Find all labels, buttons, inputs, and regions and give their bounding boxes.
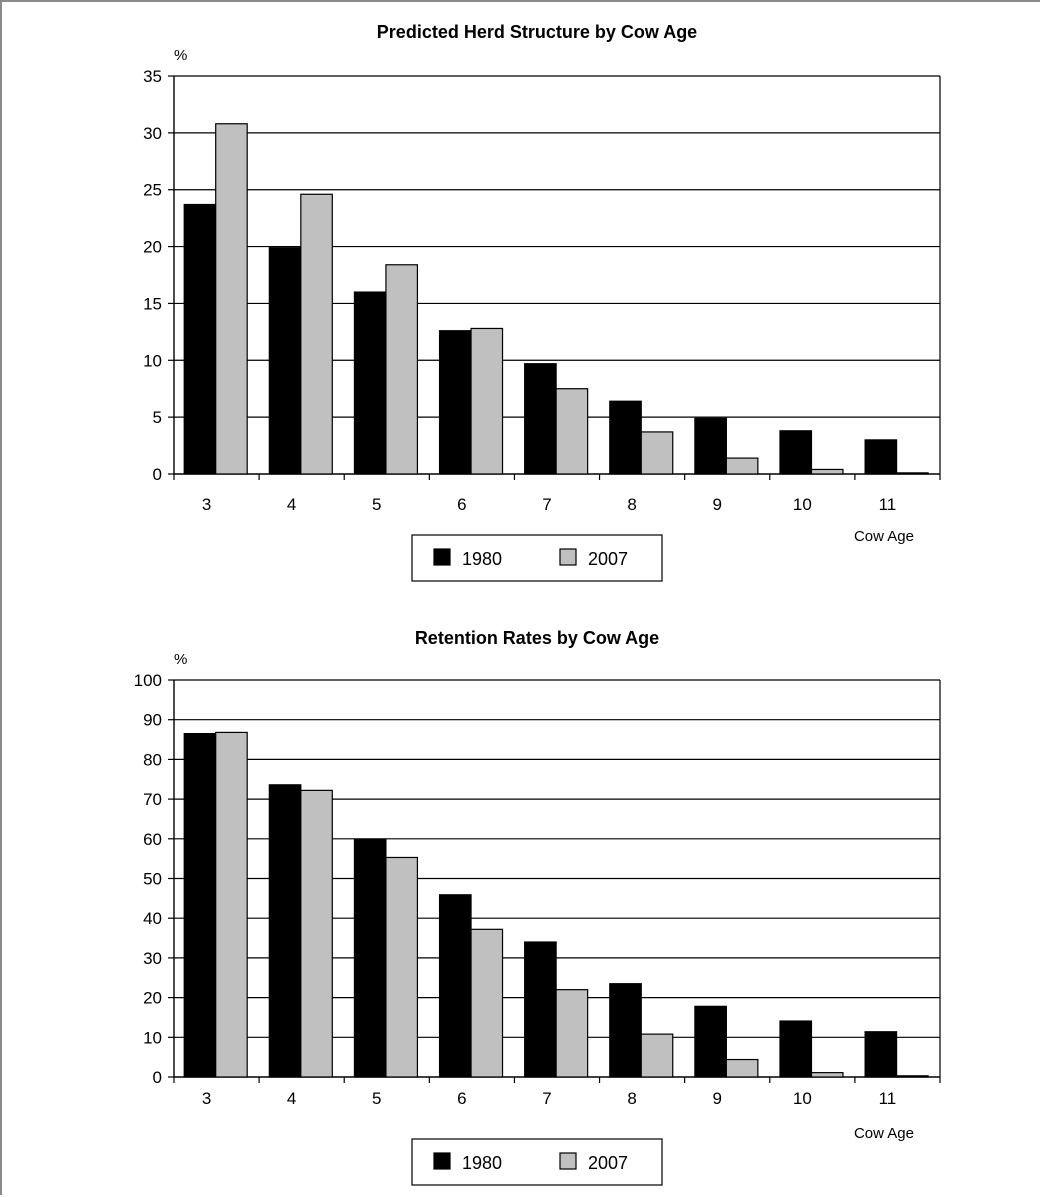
bar-1980-10: [779, 1020, 813, 1078]
y-tick-label: 20: [143, 238, 162, 257]
x-tick-label: 8: [627, 495, 636, 514]
x-tick-label: 6: [457, 495, 466, 514]
bar-2007-11: [895, 472, 929, 475]
x-tick-label: 9: [712, 495, 721, 514]
legend-box: [411, 1138, 663, 1186]
bar-2007-6: [470, 928, 504, 1078]
bar-2007-9: [725, 1058, 759, 1078]
x-tick-label: 7: [542, 495, 551, 514]
bar-1980-8: [609, 983, 642, 1078]
y-axis-label: %: [174, 651, 187, 668]
bar-2007-10: [810, 1072, 844, 1078]
y-tick-label: 90: [143, 711, 162, 730]
x-tick-label: 4: [287, 495, 296, 514]
chart-1: Predicted Herd Structure by Cow Age% 0 5 10…: [143, 22, 941, 582]
bar-2007-8: [640, 1033, 674, 1078]
legend-box: [411, 534, 663, 582]
x-tick-label: 4: [287, 1089, 296, 1108]
y-tick-label: 60: [143, 830, 162, 849]
y-tick-label: 100: [134, 671, 162, 690]
y-tick-label: 35: [143, 67, 162, 86]
bar-1980-10: [779, 430, 813, 475]
y-tick-label: 30: [143, 949, 162, 968]
bar-1980-3: [183, 732, 217, 1078]
bar-2007-7: [555, 989, 589, 1078]
x-axis-label: Cow Age: [854, 528, 914, 545]
x-tick-label: 6: [457, 1089, 466, 1108]
y-tick-label: 10: [143, 1028, 162, 1047]
y-tick-label: 0: [153, 465, 162, 484]
legend-label-2007: 2007: [588, 549, 628, 569]
x-tick-label: 8: [627, 1089, 636, 1108]
x-tick-label: 7: [542, 1089, 551, 1108]
bar-2007-3: [215, 123, 248, 475]
legend: 1980 2007: [411, 534, 663, 582]
y-tick-label: 70: [143, 790, 162, 809]
y-tick-label: 30: [143, 124, 162, 143]
bar-1980-11: [864, 439, 898, 475]
legend-label-1980: 1980: [462, 549, 502, 569]
bar-2007-5: [385, 856, 419, 1078]
x-tick-label: 5: [372, 495, 381, 514]
chart-2: Retention Rates by Cow Age% 0 10 20 30 40 50 60…: [134, 628, 941, 1186]
bar-1980-5: [353, 838, 387, 1078]
bar-2007-5: [385, 264, 419, 475]
y-tick-label: 20: [143, 989, 162, 1008]
y-tick-label: 50: [143, 870, 162, 889]
bar-1980-7: [524, 941, 557, 1078]
bar-2007-8: [640, 431, 674, 475]
y-tick-label: 25: [143, 181, 162, 200]
bar-2007-10: [810, 468, 844, 475]
bar-1980-6: [438, 894, 472, 1078]
x-tick-label: 11: [879, 1089, 897, 1108]
legend-label-1980: 1980: [462, 1153, 502, 1173]
bar-2007-4: [300, 789, 333, 1078]
bar-2007-3: [215, 731, 248, 1078]
y-axis-label: %: [174, 47, 187, 64]
bar-1980-11: [864, 1031, 898, 1078]
chart-title: Predicted Herd Structure by Cow Age: [377, 22, 697, 42]
bar-2007-4: [300, 193, 333, 475]
x-tick-label: 10: [793, 495, 812, 514]
x-tick-label: 5: [372, 1089, 381, 1108]
legend-swatch-1980: [433, 548, 451, 566]
legend: 1980 2007: [411, 1138, 663, 1186]
y-tick-label: 15: [143, 294, 162, 313]
x-tick-label: 9: [712, 1089, 721, 1108]
legend-swatch-2007: [559, 1152, 577, 1170]
bar-1980-7: [524, 363, 557, 475]
bar-1980-4: [268, 247, 302, 475]
bar-1980-5: [353, 291, 387, 475]
x-tick-label: 10: [793, 1089, 812, 1108]
bar-2007-7: [555, 388, 589, 475]
x-tick-label: 3: [202, 1089, 211, 1108]
bar-1980-9: [694, 417, 727, 475]
bar-1980-9: [694, 1005, 727, 1078]
bar-1980-8: [609, 400, 642, 475]
bar-2007-9: [725, 457, 759, 475]
y-tick-label: 5: [153, 408, 162, 427]
y-tick-label: 0: [153, 1068, 162, 1087]
x-tick-label: 11: [879, 495, 897, 514]
legend-swatch-2007: [559, 548, 577, 566]
legend-label-2007: 2007: [588, 1153, 628, 1173]
y-tick-label: 40: [143, 909, 162, 928]
bar-2007-6: [470, 327, 504, 475]
chart-title: Retention Rates by Cow Age: [415, 628, 659, 648]
bar-1980-6: [438, 330, 472, 475]
bar-1980-4: [268, 784, 302, 1078]
y-tick-label: 10: [143, 351, 162, 370]
legend-swatch-1980: [433, 1152, 451, 1170]
x-axis-label: Cow Age: [854, 1125, 914, 1142]
bar-2007-11: [895, 1075, 929, 1078]
x-tick-label: 3: [202, 495, 211, 514]
bar-1980-3: [183, 203, 217, 475]
y-tick-label: 80: [143, 750, 162, 769]
